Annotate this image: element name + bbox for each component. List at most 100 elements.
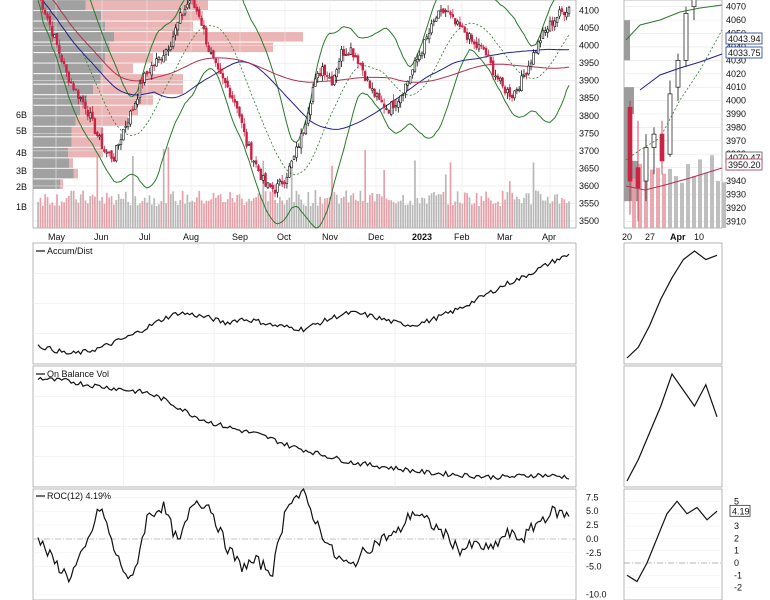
vbp-bar-pink [60,179,63,189]
candle-body [60,54,63,63]
volume-bar [207,200,210,228]
candle-body [119,139,123,145]
volume-bar [492,204,495,228]
volume-bar [433,192,435,228]
volume-bar [459,202,461,228]
candle-body [311,87,315,102]
side-price-axis: 4070406040504040403040204010400039903980… [725,2,763,226]
volume-bar [397,201,400,228]
volume-bar [117,193,120,228]
volume-bar [461,203,464,228]
candle-body [484,48,488,56]
volume-bar [169,193,172,228]
volume-bar [203,203,205,228]
candle-body [231,95,234,99]
roc-side-line [626,500,718,583]
side-volume-bar [710,155,714,228]
candle-body [408,76,412,84]
volume-bar [158,204,160,228]
volume-tick-label: 3B [16,166,27,176]
volume-bar [454,201,457,228]
volume-bar [485,191,487,228]
candle-body [520,75,523,91]
volume-bar [165,203,167,228]
side-value-tag: 3950.20 [728,160,761,170]
candle-body [157,56,161,61]
candle-body [110,150,113,159]
candle-body [380,99,383,103]
bollinger-bands [37,0,570,229]
volume-bar [435,195,438,228]
candle-body [418,54,421,60]
side-price-content [624,0,726,228]
candle-body [174,27,177,36]
price-tick-label: 3700 [579,146,599,156]
volume-bar [354,199,357,228]
month-tick-label: Oct [277,232,292,242]
volume-bar [257,193,260,228]
candle-body [98,135,101,138]
side-ma50 [639,53,723,91]
side-value-tag-box [725,46,763,59]
candle-body [318,73,322,76]
volume-bar [314,190,317,228]
volume-bar [553,194,556,228]
candle-body [302,132,305,134]
volume-bar [399,200,402,228]
side-bollinger-middle [625,29,723,161]
month-tick-label: Mar [497,232,513,242]
volume-bar [84,200,87,228]
side-ma200 [625,167,723,191]
candle-body [252,160,255,163]
volume-bar [153,198,156,228]
volume-bar [352,193,355,228]
roc-axis: 7.5 5.0 2.5 0.0 -2.5 -5.0 -10.0 [586,492,607,599]
price-tick-label: 3750 [579,128,599,138]
price-panel: 4100 4050 4000 3950 3900 3850 3800 3750 3700 3650… [16,0,599,229]
candle-body [406,81,410,86]
volume-bar [402,195,404,228]
volume-bar [233,202,236,228]
month-tick-label: Jul [139,232,151,242]
volume-bar [241,198,243,228]
volume-bar [359,190,362,228]
volume-bar [60,201,63,228]
roc-side-value-tag: 4.19 [732,506,750,516]
candle-body [456,20,459,25]
side-volume-bar [704,172,708,228]
volume-bar [437,193,440,228]
volume-bar [335,194,338,228]
volume-bar [65,198,68,228]
volume-bar [392,202,395,228]
volume-bar [89,196,92,228]
volume-bar [217,195,220,228]
candle-body [427,33,431,40]
price-tick-label: 3800 [579,111,599,121]
vbp-bar-gray [33,168,74,179]
candle-body [245,131,248,147]
bollinger-lower [37,0,570,229]
volume-bar [82,190,84,228]
side-date-label: 27 [645,232,655,242]
candle-body [195,6,199,12]
volume-bar [148,195,151,228]
side-candle-body [643,147,649,182]
candle-body [468,33,471,40]
vbp-bar-pink [101,11,203,21]
volume-bar [150,204,153,228]
volume-bar [542,200,544,228]
volume-bar [179,200,182,228]
volume-bar [127,202,129,228]
candle-body [297,146,300,148]
candle-body [243,123,246,132]
candle-body [186,4,189,9]
side-value-tag-box [725,32,763,45]
candle-body [160,58,163,61]
volume-bar [252,198,255,228]
candle-body [79,97,82,99]
candle-body [449,11,452,15]
candle-body [115,145,118,162]
candle-body [439,9,443,12]
candle-body [463,26,466,33]
volume-axis: 6B 5B 4B 3B 2B 1B [16,110,27,212]
